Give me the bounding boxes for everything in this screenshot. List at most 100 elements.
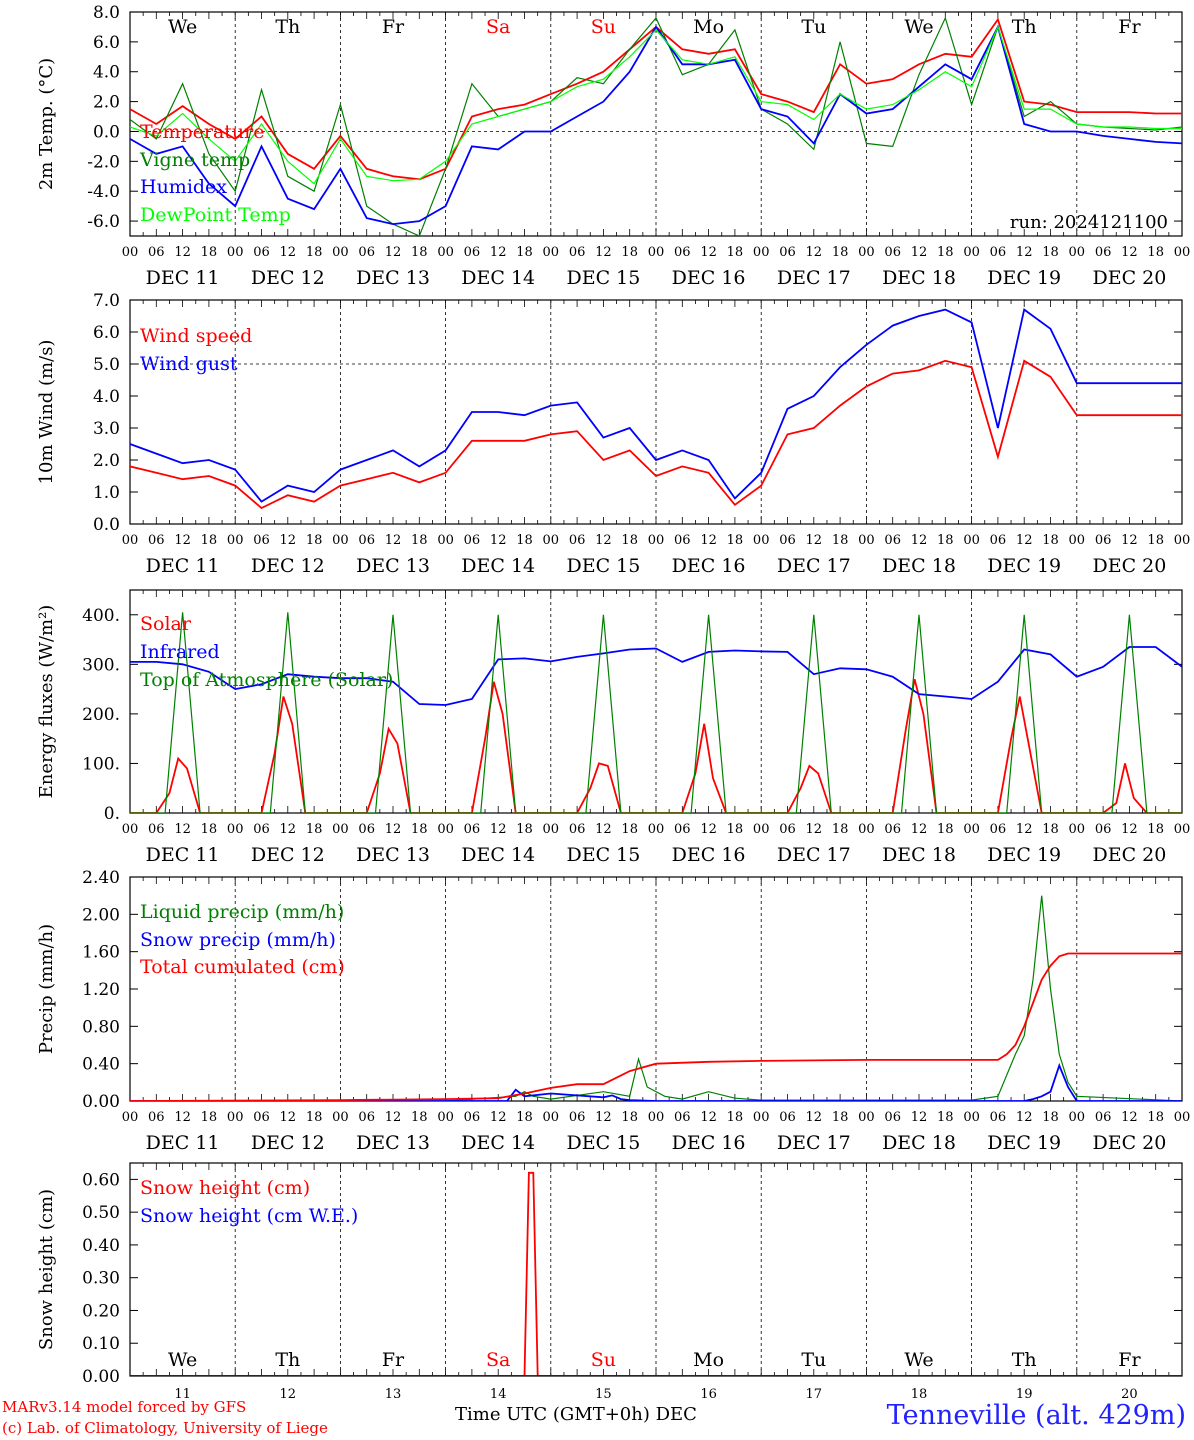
date-label: DEC 13 — [356, 555, 430, 577]
date-label: DEC 15 — [566, 1132, 640, 1154]
plot-frame — [129, 299, 1183, 525]
date-label: DEC 16 — [672, 1132, 746, 1154]
hour-label: 06 — [253, 245, 270, 260]
y-axis-label: Precip (mm/h) — [36, 924, 57, 1054]
date-label: DEC 11 — [146, 555, 220, 577]
weekday-label: Fr — [1118, 1349, 1141, 1371]
date-label: DEC 19 — [987, 1132, 1061, 1154]
hour-label: 00 — [1069, 245, 1086, 260]
hour-label: 00 — [122, 245, 139, 260]
hour-label: 00 — [963, 245, 980, 260]
y-tick-label: 0.50 — [82, 1203, 120, 1223]
hour-label: 12 — [174, 245, 191, 260]
date-label: DEC 19 — [987, 555, 1061, 577]
hour-label: 12 — [1121, 245, 1138, 260]
hour-label: 12 — [806, 533, 823, 548]
hour-label: 12 — [174, 533, 191, 548]
hour-label: 12 — [700, 245, 717, 260]
hour-label: 06 — [358, 533, 375, 548]
date-label: DEC 17 — [777, 844, 851, 866]
date-label: DEC 14 — [461, 1132, 535, 1154]
hour-label: 18 — [516, 1110, 533, 1125]
y-tick-label: 2.40 — [82, 868, 120, 888]
hour-label: 12 — [174, 822, 191, 837]
y-tick-label: 7.0 — [93, 291, 120, 311]
hour-label: 06 — [779, 822, 796, 837]
panel-4: 2.40 2.00 1.60 1.20 0.80 0.40 0.00 Precip (mm/h… — [36, 868, 1190, 1154]
date-label: DEC 15 — [566, 555, 640, 577]
day-number: 11 — [174, 1387, 191, 1402]
date-label: DEC 20 — [1092, 844, 1166, 866]
hour-label: 00 — [122, 533, 139, 548]
hour-label: 12 — [280, 1110, 297, 1125]
hour-label: 18 — [727, 245, 744, 260]
y-tick-label: -6.0 — [87, 212, 120, 232]
hour-label: 12 — [1016, 1110, 1033, 1125]
plot-frame — [129, 589, 1183, 814]
y-tick-label: 2.0 — [93, 93, 120, 113]
hour-label: 06 — [990, 1110, 1007, 1125]
y-tick-label: 200. — [82, 705, 120, 725]
hour-label: 18 — [1042, 533, 1059, 548]
series-line — [130, 612, 1182, 813]
legend-entry: Temperature — [140, 121, 264, 143]
series-line — [130, 1062, 1182, 1101]
hour-label: 12 — [1121, 1110, 1138, 1125]
weekday-label: We — [168, 1349, 197, 1371]
hour-label: 18 — [621, 1110, 638, 1125]
hour-label: 00 — [858, 822, 875, 837]
y-tick-label: 5.0 — [93, 355, 120, 375]
day-number: 17 — [806, 1387, 823, 1402]
hour-label: 12 — [911, 822, 928, 837]
hour-label: 06 — [884, 822, 901, 837]
hour-label: 18 — [411, 533, 428, 548]
day-number: 19 — [1016, 1387, 1033, 1402]
hour-label: 12 — [911, 533, 928, 548]
hour-label: 00 — [963, 822, 980, 837]
hour-label: 12 — [595, 533, 612, 548]
date-label: DEC 14 — [461, 267, 535, 289]
hour-label: 18 — [832, 822, 849, 837]
hour-label: 00 — [227, 533, 244, 548]
weekday-label: We — [904, 1349, 933, 1371]
hour-label: 18 — [516, 245, 533, 260]
hour-label: 06 — [674, 245, 691, 260]
legend-entry: Total cumulated (cm) — [140, 956, 345, 978]
weekday-label: Su — [591, 1349, 616, 1371]
hour-label: 18 — [832, 533, 849, 548]
hour-label: 00 — [437, 822, 454, 837]
panel-2: 7.0 6.0 5.0 4.0 3.0 2.0 1.0 0.0 10m Wind (m/s) Wi… — [36, 291, 1190, 577]
hour-label: 00 — [1174, 822, 1191, 837]
y-tick-label: 0.0 — [93, 515, 120, 535]
hour-label: 06 — [674, 533, 691, 548]
weekday-label: We — [904, 16, 933, 38]
hour-label: 06 — [148, 822, 165, 837]
hour-label: 00 — [858, 245, 875, 260]
hour-label: 18 — [1147, 822, 1164, 837]
hour-label: 06 — [569, 245, 586, 260]
hour-label: 06 — [779, 533, 796, 548]
weekday-label: Fr — [382, 16, 405, 38]
hour-label: 06 — [674, 822, 691, 837]
hour-label: 00 — [648, 822, 665, 837]
hour-label: 06 — [990, 822, 1007, 837]
hour-label: 06 — [569, 533, 586, 548]
weekday-label: We — [168, 16, 197, 38]
panel-5: 0.60 0.50 0.40 0.30 0.20 0.10 0.00 Snow height … — [36, 1162, 1183, 1402]
hour-label: 00 — [437, 533, 454, 548]
y-tick-label: 400. — [82, 606, 120, 626]
hour-label: 06 — [884, 245, 901, 260]
hour-label: 06 — [779, 245, 796, 260]
date-label: DEC 18 — [882, 555, 956, 577]
y-tick-label: 1.0 — [93, 483, 120, 503]
hour-label: 18 — [1147, 245, 1164, 260]
hour-label: 18 — [201, 533, 218, 548]
hour-label: 00 — [648, 1110, 665, 1125]
hour-label: 00 — [753, 533, 770, 548]
hour-label: 06 — [148, 245, 165, 260]
hour-label: 12 — [385, 1110, 402, 1125]
weekday-label: Mo — [693, 1349, 724, 1371]
y-tick-label: 0.00 — [82, 1092, 120, 1112]
hour-label: 12 — [1016, 245, 1033, 260]
